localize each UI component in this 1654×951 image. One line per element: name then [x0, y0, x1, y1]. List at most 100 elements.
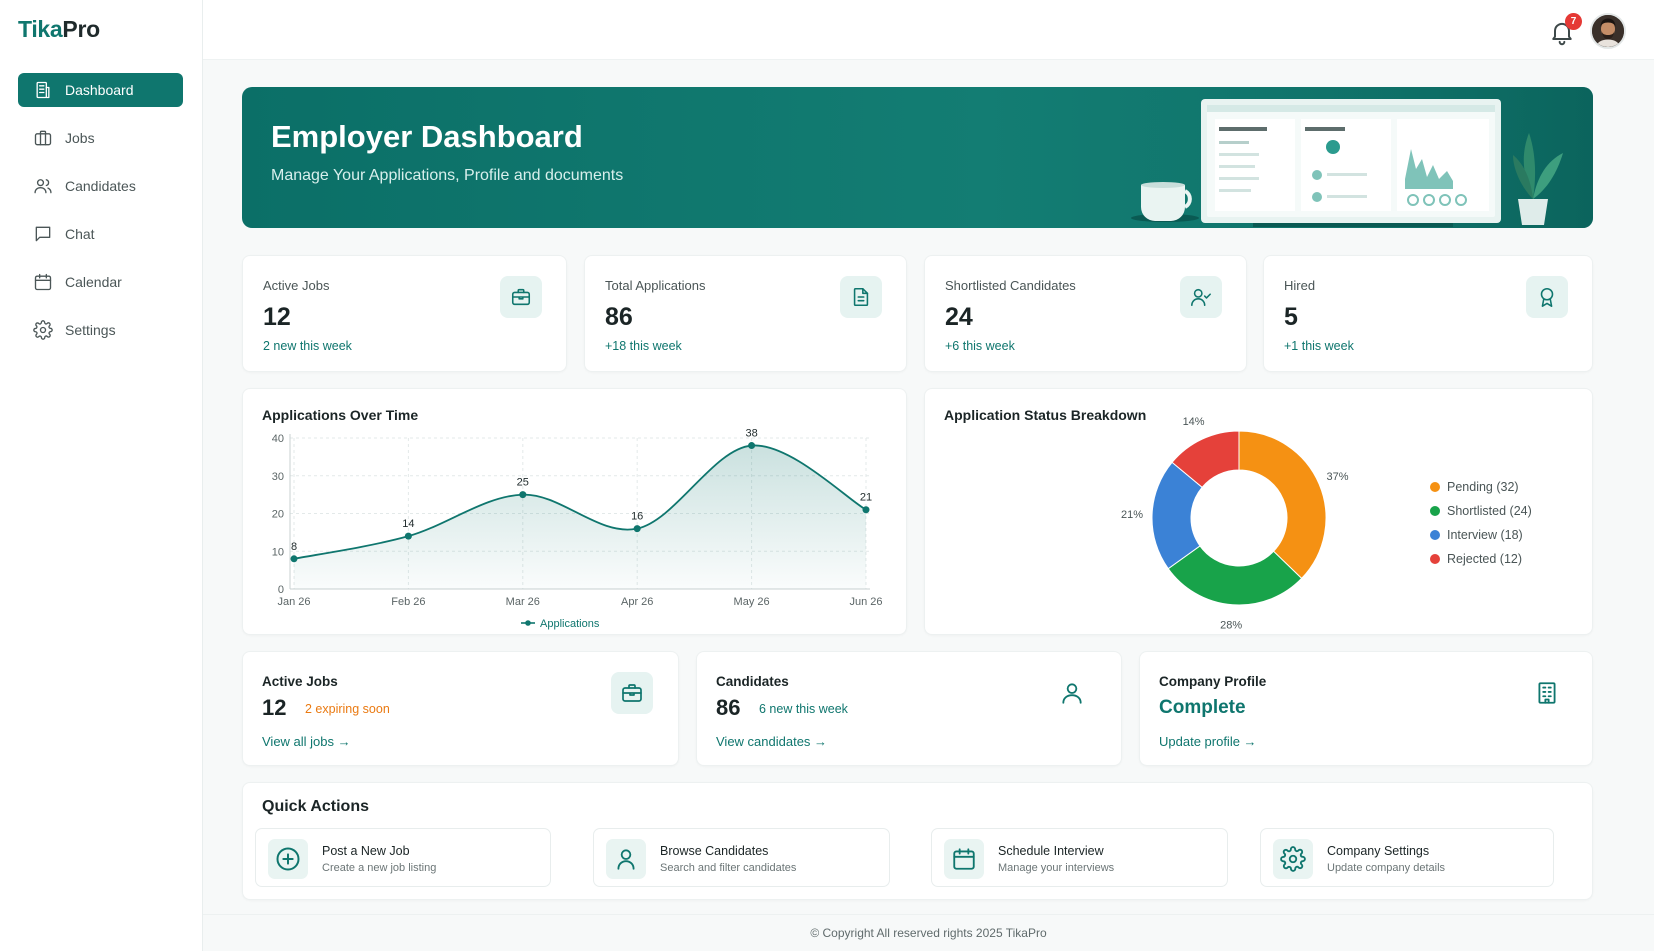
quick-action-label: Browse Candidates	[660, 844, 769, 858]
legend-item: Interview (18)	[1430, 523, 1532, 547]
footer-copyright: © Copyright All reserved rights 2025 Tik…	[203, 914, 1654, 951]
sidebar-item-label: Candidates	[65, 178, 136, 194]
expiring-note: 2 expiring soon	[305, 702, 390, 716]
donut-legend: Pending (32) Shortlisted (24) Interview (1…	[1430, 475, 1532, 571]
stat-value: 24	[945, 303, 973, 331]
data-point	[404, 532, 412, 540]
sidebar-item-calendar[interactable]: Calendar	[18, 265, 183, 299]
stat-card-hired: Hired 5 +1 this week	[1263, 255, 1593, 372]
post-new-job-button[interactable]: Post a New Job Create a new job listing	[255, 828, 551, 887]
document-icon	[840, 276, 882, 318]
view-all-jobs-link[interactable]: View all jobs →	[262, 734, 351, 749]
app-logo[interactable]: TikaPro	[18, 16, 100, 43]
legend-item: Pending (32)	[1430, 475, 1532, 499]
building-icon	[33, 80, 53, 100]
legend-label: Applications	[540, 618, 600, 630]
sidebar-item-dashboard[interactable]: Dashboard	[18, 73, 183, 107]
gear-icon	[33, 320, 53, 340]
chart-title: Applications Over Time	[262, 407, 419, 423]
slice-percent-label: 37%	[1326, 471, 1348, 483]
legend-item: Rejected (12)	[1430, 547, 1532, 571]
sidebar-item-settings[interactable]: Settings	[18, 313, 183, 347]
x-tick-label: May 26	[734, 596, 770, 608]
y-tick-label: 30	[272, 471, 284, 483]
stat-label: Active Jobs	[263, 278, 330, 293]
data-point	[519, 491, 527, 499]
award-icon	[1526, 276, 1568, 318]
summary-card-candidates: Candidates 86 6 new this week View candi…	[696, 651, 1122, 766]
sidebar-item-label: Calendar	[65, 274, 122, 290]
view-candidates-link[interactable]: View candidates →	[716, 734, 828, 749]
sidebar-item-chat[interactable]: Chat	[18, 217, 183, 251]
stat-value: 5	[1284, 303, 1298, 331]
y-tick-label: 10	[272, 546, 284, 558]
summary-title: Active Jobs	[262, 674, 338, 689]
line-chart: 0 10 20 30 40 Jan 26 Feb 26 Mar 26 Apr 26 May 26 J…	[272, 428, 883, 630]
legend-point-swatch	[525, 620, 531, 626]
data-point	[748, 442, 756, 450]
quick-action-description: Manage your interviews	[998, 862, 1115, 874]
data-label: 38	[745, 428, 757, 440]
quick-action-description: Update company details	[1327, 862, 1446, 874]
user-check-icon	[1180, 276, 1222, 318]
building-icon	[1526, 672, 1568, 714]
summary-value: 12	[262, 695, 287, 720]
sidebar-nav: Dashboard Jobs Candidates Chat Calendar	[18, 73, 183, 361]
legend-swatch	[1430, 554, 1440, 564]
legend-label: Rejected (12)	[1447, 552, 1523, 566]
stat-change: +6 this week	[945, 339, 1015, 353]
summary-card-company-profile: Company Profile Complete Update profile …	[1139, 651, 1593, 766]
user-avatar[interactable]	[1590, 13, 1626, 49]
calendar-icon	[33, 272, 53, 292]
stat-card-total-applications: Total Applications 86 +18 this week	[584, 255, 907, 372]
data-label: 8	[291, 541, 297, 553]
sidebar: TikaPro Dashboard Jobs Candidates Chat	[0, 0, 203, 951]
notifications-button[interactable]: 7	[1548, 13, 1582, 46]
quick-action-description: Create a new job listing	[322, 862, 437, 874]
schedule-interview-button[interactable]: Schedule Interview Manage your interview…	[931, 828, 1228, 887]
quick-actions-panel: Quick Actions Post a New Job Create a ne…	[242, 782, 1593, 900]
user-icon	[1051, 672, 1093, 714]
quick-action-label: Post a New Job	[322, 844, 410, 858]
x-tick-label: Apr 26	[621, 596, 653, 608]
legend-item: Shortlisted (24)	[1430, 499, 1532, 523]
logo-part-1: Tika	[18, 16, 63, 42]
stat-value: 12	[263, 303, 291, 331]
stat-card-shortlisted: Shortlisted Candidates 24 +6 this week	[924, 255, 1247, 372]
page-subtitle: Manage Your Applications, Profile and do…	[271, 167, 624, 184]
sidebar-item-label: Chat	[65, 226, 95, 242]
sidebar-item-candidates[interactable]: Candidates	[18, 169, 183, 203]
data-point	[862, 506, 870, 514]
applications-over-time-card: Applications Over Time 0 10 20 30 40 Jan 26 Fe…	[242, 388, 907, 635]
hero-illustration	[1123, 87, 1593, 228]
stat-change: +1 this week	[1284, 339, 1354, 353]
legend-label: Pending (32)	[1447, 480, 1519, 494]
company-settings-button[interactable]: Company Settings Update company details	[1260, 828, 1554, 887]
logo-part-2: Pro	[62, 16, 100, 42]
notification-count-badge: 7	[1565, 13, 1582, 30]
data-point	[633, 525, 641, 533]
stat-change: +18 this week	[605, 339, 682, 353]
sidebar-item-label: Jobs	[65, 130, 95, 146]
x-tick-label: Mar 26	[506, 596, 540, 608]
legend-label: Interview (18)	[1447, 528, 1523, 542]
sidebar-item-jobs[interactable]: Jobs	[18, 121, 183, 155]
y-tick-label: 20	[272, 509, 284, 521]
donut-slice	[1171, 430, 1240, 488]
browse-candidates-button[interactable]: Browse Candidates Search and filter cand…	[593, 828, 890, 887]
x-tick-label: Jun 26	[849, 596, 882, 608]
calendar-icon	[944, 839, 984, 879]
chat-icon	[33, 224, 53, 244]
quick-action-description: Search and filter candidates	[660, 862, 797, 874]
user-icon	[606, 839, 646, 879]
profile-status: Complete	[1159, 697, 1246, 718]
series-area	[294, 445, 866, 589]
quick-action-label: Company Settings	[1327, 844, 1430, 858]
new-candidates-note: 6 new this week	[759, 702, 848, 716]
update-profile-link[interactable]: Update profile →	[1159, 734, 1257, 749]
stat-card-active-jobs: Active Jobs 12 2 new this week	[242, 255, 567, 372]
plus-circle-icon	[268, 839, 308, 879]
sidebar-item-label: Settings	[65, 322, 116, 338]
stat-label: Shortlisted Candidates	[945, 278, 1076, 293]
donut-slice	[1238, 430, 1327, 580]
